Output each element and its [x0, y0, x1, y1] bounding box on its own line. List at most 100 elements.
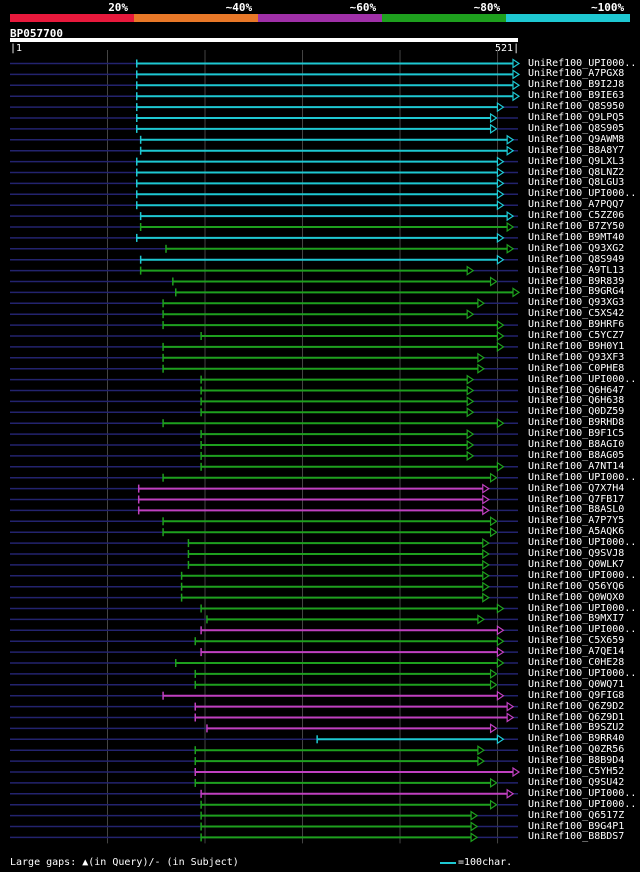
hit-label[interactable]: UniRef100_C0PHE8 — [528, 362, 625, 374]
identity-legend-segment — [10, 14, 134, 22]
hit-label[interactable]: UniRef100_Q6H647 — [528, 384, 625, 396]
hit-label[interactable]: UniRef100_B9F1C5 — [528, 428, 625, 440]
hit-end-arrow — [512, 287, 521, 298]
hit-end-arrow — [489, 472, 498, 483]
hit-label[interactable]: UniRef100_Q9FIG8 — [528, 689, 625, 701]
hit-label[interactable]: UniRef100_Q0WQ71 — [528, 678, 625, 690]
hit-label[interactable]: UniRef100_UPI000.. — [528, 57, 637, 69]
hit-end-arrow — [466, 265, 475, 276]
hit-label[interactable]: UniRef100_UPI000.. — [528, 624, 637, 636]
hit-end-arrow — [496, 167, 505, 178]
hit-label[interactable]: UniRef100_Q9LPQ5 — [528, 112, 625, 123]
hit-end-arrow — [466, 385, 475, 396]
hit-label[interactable]: UniRef100_Q0WLK7 — [528, 558, 625, 570]
hit-label[interactable]: UniRef100_B8AGI0 — [528, 439, 625, 450]
hit-label[interactable]: UniRef100_UPI000.. — [528, 798, 637, 810]
hit-label[interactable]: UniRef100_Q8S905 — [528, 122, 625, 134]
hit-end-arrow — [512, 58, 521, 69]
hit-label[interactable]: UniRef100_UPI000.. — [528, 569, 637, 581]
query-end-value: 521 — [495, 43, 514, 54]
hit-label[interactable]: UniRef100_Q6H638 — [528, 395, 625, 407]
hit-label[interactable]: UniRef100_C5X659 — [528, 635, 625, 647]
hit-end-arrow — [470, 810, 479, 821]
hit-label[interactable]: UniRef100_UPI000.. — [528, 602, 637, 614]
hit-label[interactable]: UniRef100_B9RR40 — [528, 733, 625, 745]
hit-label[interactable]: UniRef100_C5ZZ06 — [528, 210, 625, 222]
hit-label[interactable]: UniRef100_Q8LGU3 — [528, 177, 625, 189]
hit-label[interactable]: UniRef100_Q9SVJ8 — [528, 548, 625, 559]
hit-label[interactable]: UniRef100_Q9SU42 — [528, 776, 625, 788]
hit-label[interactable]: UniRef100_B9R839 — [528, 275, 625, 287]
hit-end-arrow — [506, 712, 515, 723]
hit-label[interactable]: UniRef100_B9H0Y1 — [528, 340, 625, 352]
hit-label[interactable]: UniRef100_Q8S949 — [528, 253, 625, 265]
hit-end-arrow — [506, 701, 515, 712]
hit-label[interactable]: UniRef100_UPI000.. — [528, 471, 637, 483]
hit-label[interactable]: UniRef100_Q0DZ59 — [528, 406, 625, 418]
hit-label[interactable]: UniRef100_Q8S950 — [528, 101, 625, 113]
hit-label[interactable]: UniRef100_Q9LXL3 — [528, 155, 625, 167]
hit-label[interactable]: UniRef100_Q6Z9D2 — [528, 700, 625, 712]
hit-end-arrow — [512, 91, 521, 102]
hit-label[interactable]: UniRef100_Q7FB17 — [528, 493, 625, 505]
scale-label: =100char. — [458, 857, 513, 868]
hit-label[interactable]: UniRef100_A7QE14 — [528, 646, 625, 658]
hit-end-arrow — [506, 210, 515, 222]
hit-label[interactable]: UniRef100_C0HE28 — [528, 657, 625, 668]
hit-end-arrow — [470, 821, 479, 832]
hit-label[interactable]: UniRef100_Q93XG2 — [528, 242, 625, 254]
hit-label[interactable]: UniRef100_Q56YQ6 — [528, 580, 625, 592]
hit-label[interactable]: UniRef100_Q0WQX0 — [528, 591, 625, 603]
hit-label[interactable]: UniRef100_Q93XG3 — [528, 297, 625, 309]
hit-label[interactable]: UniRef100_A7P7Y5 — [528, 515, 625, 527]
hit-label[interactable]: UniRef100_B9I2J8 — [528, 79, 625, 91]
hit-label[interactable]: UniRef100_UPI000.. — [528, 373, 637, 385]
identity-legend-label: ~100% — [591, 1, 625, 14]
hit-label[interactable]: UniRef100_B8A8Y7 — [528, 144, 625, 156]
hit-label[interactable]: UniRef100_B9MXI7 — [528, 613, 625, 625]
hit-label[interactable]: UniRef100_UPI000.. — [528, 787, 637, 799]
hit-label[interactable]: UniRef100_Q8LNZ2 — [528, 166, 625, 178]
hit-label[interactable]: UniRef100_B9RHD8 — [528, 417, 625, 429]
hit-label[interactable]: UniRef100_B7ZY50 — [528, 221, 625, 232]
hit-label[interactable]: UniRef100_A7PGX8 — [528, 68, 625, 80]
hit-label[interactable]: UniRef100_Q9AWM8 — [528, 133, 625, 145]
identity-legend-segment — [134, 14, 258, 22]
hit-label[interactable]: UniRef100_A7NT14 — [528, 460, 625, 472]
hit-label[interactable]: UniRef100_Q93XF3 — [528, 351, 625, 363]
hit-label[interactable]: UniRef100_B8AG05 — [528, 449, 625, 461]
hit-label[interactable]: UniRef100_Q7X7H4 — [528, 482, 625, 494]
hit-label[interactable]: UniRef100_B8ASL0 — [528, 504, 625, 516]
hit-label[interactable]: UniRef100_B9GRG4 — [528, 286, 625, 298]
hit-label[interactable]: UniRef100_A7PQQ7 — [528, 199, 625, 211]
hit-end-arrow — [477, 363, 485, 374]
hit-label[interactable]: UniRef100_C5YH52 — [528, 766, 625, 777]
hit-end-arrow — [506, 145, 515, 156]
hit-label[interactable]: UniRef100_Q0ZR56 — [528, 744, 625, 756]
hit-label[interactable]: UniRef100_Q6Z9D1 — [528, 711, 625, 723]
hit-label[interactable]: UniRef100_A5AQK6 — [528, 526, 625, 538]
hit-end-arrow — [496, 625, 505, 636]
hit-label[interactable]: UniRef100_B9HRF6 — [528, 319, 625, 331]
query-bar — [10, 38, 518, 42]
hit-label[interactable]: UniRef100_B9IE63 — [528, 90, 625, 102]
hit-label[interactable]: UniRef100_A9TL13 — [528, 264, 625, 276]
hit-end-arrow — [466, 407, 475, 418]
hit-end-arrow — [489, 799, 498, 810]
hit-label[interactable]: UniRef100_C5YCZ7 — [528, 330, 625, 341]
hit-label[interactable]: UniRef100_C5XS42 — [528, 308, 625, 320]
hit-label[interactable]: UniRef100_B9G4P1 — [528, 820, 625, 832]
hit-end-arrow — [482, 559, 490, 571]
hit-label[interactable]: UniRef100_Q6517Z — [528, 809, 625, 821]
hit-end-arrow — [489, 276, 498, 287]
hit-label[interactable]: UniRef100_B8BDS7 — [528, 831, 625, 843]
identity-legend-segment — [382, 14, 506, 22]
hit-label[interactable]: UniRef100_UPI000.. — [528, 537, 637, 549]
hit-label[interactable]: UniRef100_B9SZU2 — [528, 722, 625, 734]
hit-label[interactable]: UniRef100_B9MT40 — [528, 231, 625, 243]
hit-label[interactable]: UniRef100_B8B9D4 — [528, 755, 625, 767]
hit-label[interactable]: UniRef100_UPI000.. — [528, 188, 637, 200]
hit-label[interactable]: UniRef100_UPI000.. — [528, 667, 637, 679]
hit-end-arrow — [496, 330, 505, 342]
query-id: BP057700 — [10, 27, 63, 40]
